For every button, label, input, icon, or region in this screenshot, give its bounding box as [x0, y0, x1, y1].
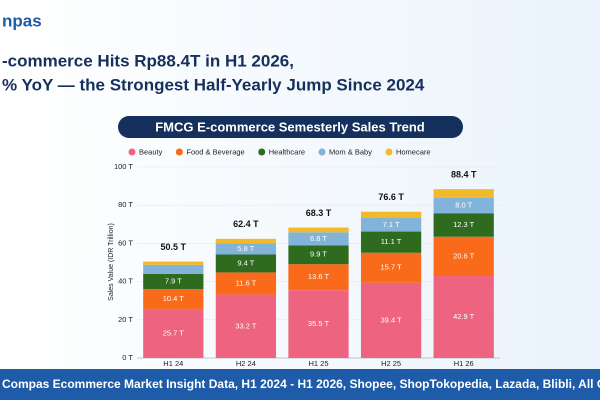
bar-segment	[215, 238, 277, 244]
legend-label: Homecare	[396, 147, 431, 156]
value-label: 7.1 T	[383, 220, 400, 229]
footer-bar	[0, 369, 600, 400]
bar-segment	[433, 276, 494, 358]
total-label: 88.4 T	[451, 170, 477, 180]
bar-segment	[433, 189, 494, 198]
y-tick-label: 60 T	[118, 238, 133, 247]
bar-segment	[288, 232, 349, 246]
bar-segment	[433, 236, 494, 277]
value-label: 5.8 T	[237, 244, 254, 253]
legend-marker	[175, 148, 183, 156]
value-label: 9.9 T	[310, 250, 327, 259]
bar-segment	[288, 264, 349, 291]
bar-segment	[360, 282, 422, 358]
chart-title: FMCG E-commerce Semesterly Sales Trend	[155, 119, 425, 134]
value-label: 35.5 T	[308, 319, 330, 328]
headline: % YoY — the Strongest Half-Yearly Jump S…	[2, 75, 425, 94]
value-label: 39.4 T	[381, 315, 403, 324]
x-tick-label: H2 25	[381, 359, 401, 368]
y-tick-label: 80 T	[118, 200, 133, 209]
bar-segment	[360, 217, 422, 232]
legend-label: Food & Beverage	[186, 147, 244, 156]
bar-segment	[143, 261, 204, 265]
bar-segment	[143, 264, 204, 274]
bar-segment	[288, 245, 349, 265]
value-label: 20.6 T	[453, 251, 475, 260]
value-label: 13.6 T	[308, 272, 330, 281]
value-label: 12.3 T	[453, 220, 475, 229]
y-tick-label: 40 T	[118, 277, 133, 286]
legend-marker	[385, 148, 393, 156]
y-tick-label: 20 T	[118, 315, 133, 324]
total-label: 62.4 T	[233, 219, 259, 229]
x-tick-label: H1 25	[308, 359, 328, 368]
bar-segment	[143, 289, 204, 309]
bar-segment	[143, 308, 204, 358]
bar-segment	[360, 211, 422, 218]
bar-segment	[433, 197, 494, 214]
y-tick-label: 100 T	[114, 162, 133, 171]
bar-segment	[143, 273, 204, 290]
x-tick-label: H2 24	[236, 359, 256, 368]
value-label: 8.0 T	[455, 201, 472, 210]
y-tick-label: 0 T	[122, 353, 133, 362]
legend-label: Mom & Baby	[329, 147, 372, 156]
bar-segment	[215, 294, 277, 358]
title-pill	[118, 116, 463, 138]
bar-segment	[360, 231, 422, 253]
value-label: 9.4 T	[237, 258, 254, 267]
x-tick-label: H1 26	[454, 359, 474, 368]
headline: -commerce Hits Rp88.4T in H1 2026,	[2, 51, 294, 70]
legend-marker	[258, 148, 266, 156]
x-tick-label: H1 24	[163, 359, 183, 368]
value-label: 7.9 T	[165, 276, 182, 285]
bar-segment	[288, 227, 349, 233]
footer: Compas Ecommerce Market Insight Data, H1…	[2, 377, 600, 391]
bar-segment	[215, 254, 277, 273]
value-label: 15.7 T	[381, 263, 403, 272]
total-label: 76.6 T	[378, 192, 404, 202]
total-label: 68.3 T	[306, 208, 332, 218]
legend-marker	[318, 148, 326, 156]
total-label: 50.5 T	[161, 242, 187, 252]
value-label: 6.8 T	[310, 234, 327, 243]
value-label: 33.2 T	[235, 321, 257, 330]
legend-marker	[128, 148, 136, 156]
value-label: 11.1 T	[381, 237, 402, 246]
bar-segment	[288, 290, 349, 358]
legend-label: Healthcare	[269, 147, 305, 156]
bar-segment	[215, 243, 277, 255]
value-label: 10.4 T	[163, 294, 185, 303]
legend-label: Beauty	[139, 147, 163, 156]
y-axis-label: Sales Value (IDR Trillion)	[108, 223, 115, 301]
logo: npas	[2, 11, 42, 30]
value-label: 11.6 T	[236, 278, 257, 287]
value-label: 25.7 T	[163, 328, 185, 337]
bar-segment	[215, 272, 277, 295]
bar-segment	[433, 213, 494, 237]
value-label: 42.9 T	[453, 312, 475, 321]
bar-segment	[360, 252, 422, 283]
